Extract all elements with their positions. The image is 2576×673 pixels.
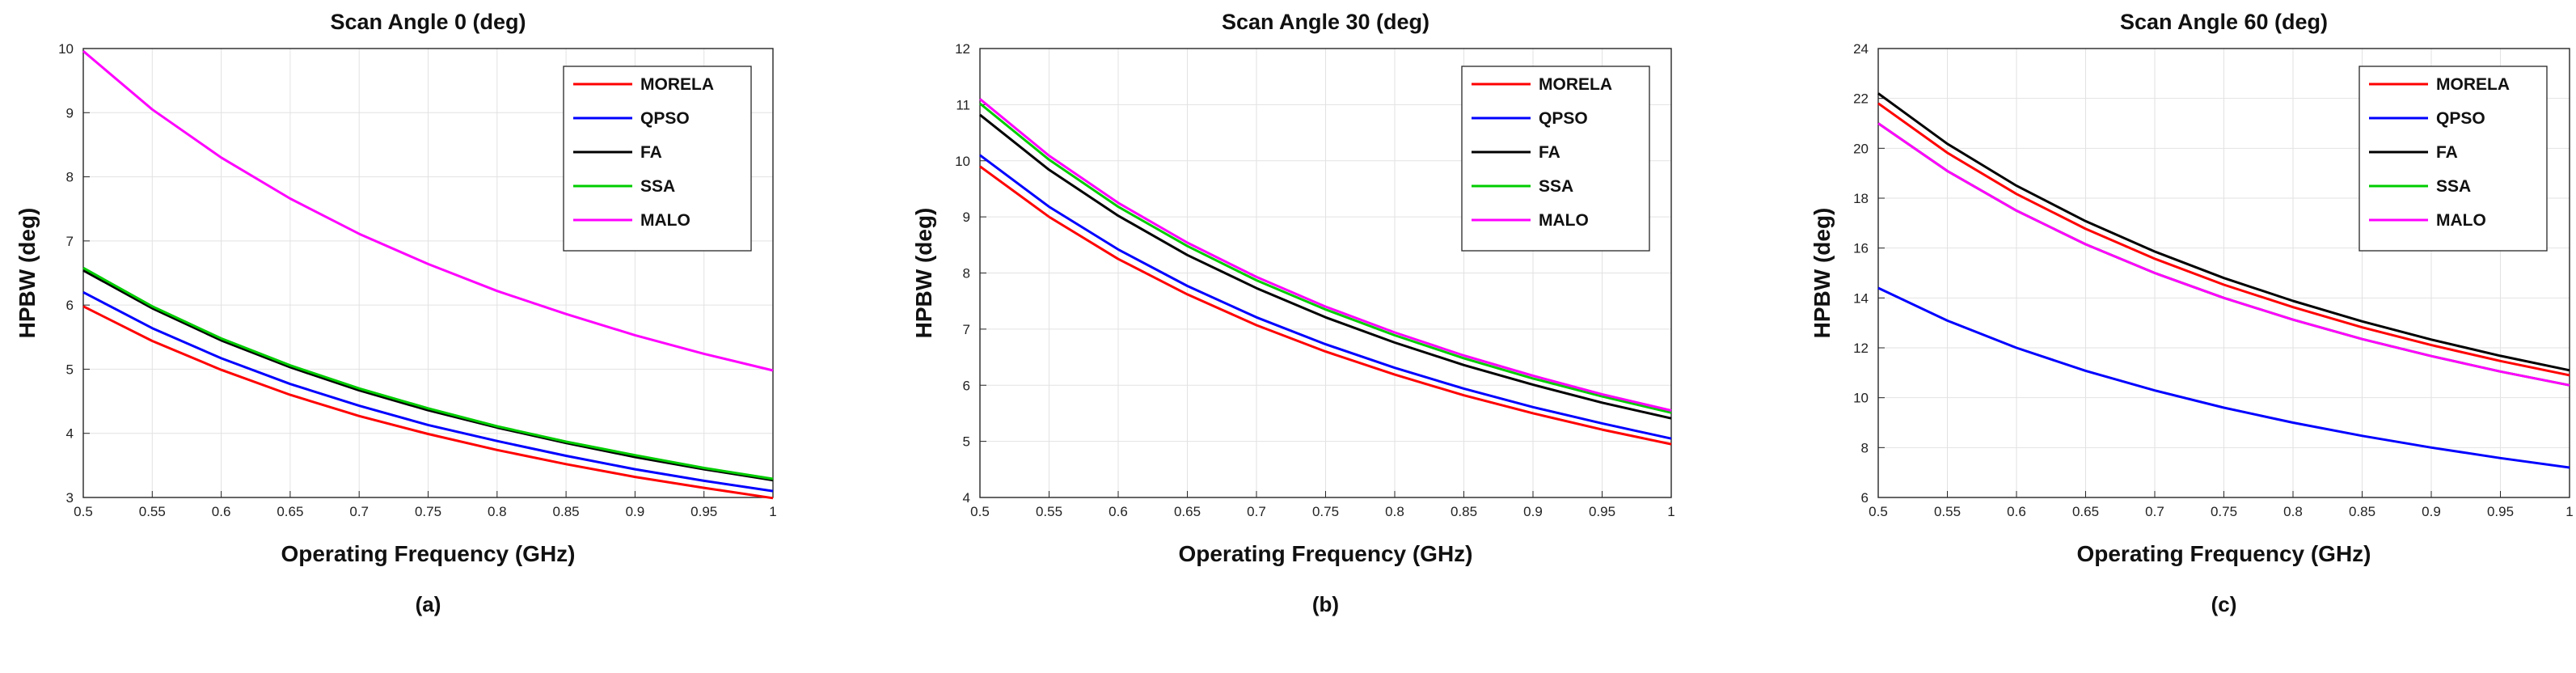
- series-line-fa: [82, 269, 774, 482]
- x-tick-label: 0.9: [626, 504, 645, 519]
- legend-label-morela: MORELA: [2436, 75, 2510, 94]
- x-tick-label: 0.75: [2211, 504, 2237, 519]
- legend-label-fa: FA: [2436, 143, 2458, 162]
- x-tick-label: 0.85: [553, 504, 580, 519]
- chart-title: Scan Angle 60 (deg): [2120, 10, 2328, 34]
- y-axis-label: HPBW (deg): [911, 208, 936, 339]
- y-tick-label: 14: [1853, 290, 1869, 306]
- y-tick-label: 10: [1853, 391, 1869, 406]
- y-tick-label: 24: [1853, 41, 1869, 57]
- x-tick-label: 0.75: [415, 504, 441, 519]
- series-line-morela: [979, 165, 1672, 446]
- chart-panel-1: 0.5 0.55 0.6 0.65 0.7 0.75 0.8 0.85 0.9 0.95 1 3 4 5 6…: [15, 10, 777, 616]
- x-tick-label: 1: [1667, 504, 1674, 519]
- legend: MORELA QPSO FA SSA MALO: [1461, 66, 1650, 252]
- y-tick-label: 8: [1861, 440, 1869, 455]
- x-tick-label: 0.7: [349, 504, 369, 519]
- x-tick-label: 0.5: [74, 504, 93, 519]
- x-tick-label: 0.9: [2422, 504, 2441, 519]
- series-line-fa: [1877, 92, 2570, 372]
- y-tick-label: 12: [1853, 341, 1869, 356]
- y-tick-label: 8: [66, 170, 74, 185]
- x-tick-label: 0.7: [2145, 504, 2164, 519]
- x-tick-label: 0.6: [1109, 504, 1128, 519]
- series-line-malo: [1877, 122, 2570, 387]
- y-tick-label: 10: [58, 41, 74, 57]
- y-tick-label: 3: [66, 490, 74, 506]
- y-tick-label: 10: [955, 154, 970, 169]
- legend-label-ssa: SSA: [1539, 177, 1573, 196]
- x-tick-label: 1: [2565, 504, 2573, 519]
- x-tick-label: 0.55: [1934, 504, 1961, 519]
- y-tick-label: 5: [66, 362, 74, 377]
- x-tick-label: 1: [769, 504, 776, 519]
- y-tick-label: 11: [956, 97, 970, 112]
- x-tick-label: 0.85: [1451, 504, 1477, 519]
- x-tick-label: 0.5: [970, 504, 990, 519]
- x-tick-label: 0.95: [690, 504, 717, 519]
- legend-label-ssa: SSA: [640, 177, 675, 196]
- legend-label-malo: MALO: [1539, 211, 1589, 230]
- y-tick-label: 9: [66, 105, 74, 121]
- legend-label-qpso: QPSO: [640, 109, 690, 128]
- y-tick-label: 6: [66, 298, 74, 313]
- x-tick-label: 0.8: [1385, 504, 1404, 519]
- y-tick-label: 4: [963, 490, 970, 506]
- x-tick-label: 0.55: [139, 504, 166, 519]
- x-tick-label: 0.75: [1312, 504, 1339, 519]
- y-tick-label: 20: [1853, 141, 1869, 156]
- y-tick-label: 22: [1853, 91, 1869, 107]
- y-tick-label: 7: [963, 322, 970, 337]
- x-tick-label: 0.95: [2487, 504, 2514, 519]
- legend-label-ssa: SSA: [2436, 177, 2471, 196]
- x-tick-label: 0.65: [2072, 504, 2099, 519]
- panel-caption: (b): [1312, 592, 1339, 616]
- x-tick-label: 0.65: [1174, 504, 1201, 519]
- x-tick-label: 0.6: [212, 504, 231, 519]
- x-tick-label: 0.85: [2349, 504, 2375, 519]
- legend-label-malo: MALO: [2436, 211, 2486, 230]
- chart-panel-2: 0.5 0.55 0.6 0.65 0.7 0.75 0.8 0.85 0.9 0.95 1 4 5 6 7…: [911, 10, 1675, 616]
- x-tick-label: 0.95: [1589, 504, 1615, 519]
- legend-label-morela: MORELA: [640, 75, 714, 94]
- y-tick-label: 12: [955, 41, 970, 57]
- y-axis-label: HPBW (deg): [1810, 208, 1835, 339]
- legend: MORELA QPSO FA SSA MALO: [2359, 66, 2548, 252]
- chart-title: Scan Angle 0 (deg): [330, 10, 526, 34]
- y-tick-label: 16: [1853, 241, 1869, 256]
- chart-title: Scan Angle 30 (deg): [1222, 10, 1429, 34]
- legend-label-fa: FA: [640, 143, 662, 162]
- x-tick-label: 0.6: [2007, 504, 2026, 519]
- y-tick-label: 6: [963, 378, 970, 393]
- y-tick-label: 8: [963, 266, 970, 281]
- x-axis-label: Operating Frequency (GHz): [2076, 541, 2371, 566]
- x-axis-label: Operating Frequency (GHz): [281, 541, 575, 566]
- legend-label-qpso: QPSO: [1539, 109, 1588, 128]
- x-tick-label: 0.55: [1036, 504, 1062, 519]
- y-tick-label: 9: [963, 210, 970, 225]
- panel-caption: (a): [416, 592, 441, 616]
- legend: MORELA QPSO FA SSA MALO: [563, 66, 752, 252]
- chart-panel-3: 0.5 0.55 0.6 0.65 0.7 0.75 0.8 0.85 0.9 0.95 16810…: [1810, 10, 2574, 616]
- y-tick-label: 18: [1853, 191, 1869, 206]
- legend-label-malo: MALO: [640, 211, 690, 230]
- y-tick-label: 6: [1861, 490, 1869, 506]
- series-line-malo: [979, 98, 1672, 412]
- x-tick-label: 0.9: [1523, 504, 1543, 519]
- x-tick-label: 0.5: [1869, 504, 1888, 519]
- y-tick-label: 4: [66, 426, 74, 442]
- y-tick-label: 5: [963, 434, 970, 450]
- x-tick-label: 0.8: [2283, 504, 2303, 519]
- panel-caption: (c): [2211, 592, 2237, 616]
- legend-label-qpso: QPSO: [2436, 109, 2485, 128]
- legend-label-fa: FA: [1539, 143, 1560, 162]
- y-tick-label: 7: [66, 234, 74, 249]
- x-axis-label: Operating Frequency (GHz): [1178, 541, 1472, 566]
- legend-label-morela: MORELA: [1539, 75, 1612, 94]
- x-tick-label: 0.65: [277, 504, 303, 519]
- y-axis-label: HPBW (deg): [15, 208, 40, 339]
- x-tick-label: 0.7: [1247, 504, 1266, 519]
- x-tick-label: 0.8: [488, 504, 507, 519]
